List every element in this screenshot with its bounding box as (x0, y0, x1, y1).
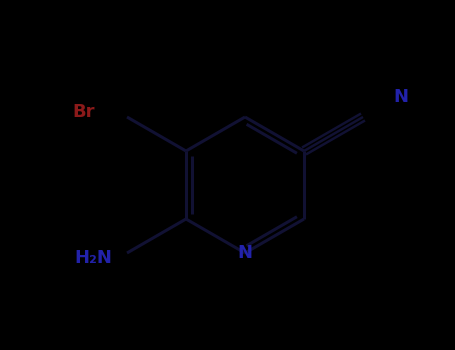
Text: N: N (393, 88, 408, 106)
Text: Br: Br (72, 103, 95, 121)
Text: N: N (238, 244, 253, 262)
Text: H₂N: H₂N (74, 249, 112, 267)
